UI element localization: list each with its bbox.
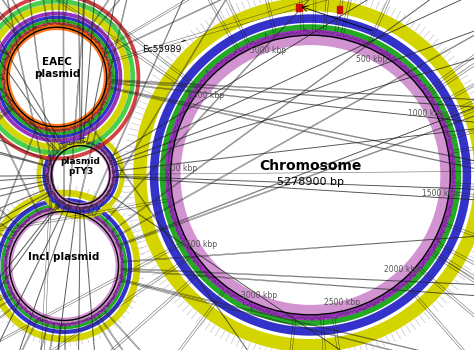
Text: 5000 kbp: 5000 kbp xyxy=(250,46,286,55)
Polygon shape xyxy=(1,203,127,329)
Polygon shape xyxy=(2,22,112,132)
Polygon shape xyxy=(160,24,461,326)
Polygon shape xyxy=(0,16,118,138)
Polygon shape xyxy=(49,143,112,207)
Text: Ec55989: Ec55989 xyxy=(142,40,185,55)
Polygon shape xyxy=(165,29,456,321)
Polygon shape xyxy=(0,12,122,142)
Text: EAEC
plasmid: EAEC plasmid xyxy=(34,57,80,79)
Text: plasmid
pTY3: plasmid pTY3 xyxy=(61,156,100,176)
Polygon shape xyxy=(43,137,118,213)
Polygon shape xyxy=(0,4,130,150)
Polygon shape xyxy=(170,35,451,315)
Polygon shape xyxy=(0,0,135,155)
Text: 1000 kbp: 1000 kbp xyxy=(409,109,445,118)
Polygon shape xyxy=(46,140,115,210)
Text: 2000 kbp: 2000 kbp xyxy=(383,265,419,274)
Polygon shape xyxy=(0,0,140,160)
Polygon shape xyxy=(150,14,471,336)
Polygon shape xyxy=(0,19,115,135)
Polygon shape xyxy=(7,209,121,323)
Polygon shape xyxy=(4,206,124,326)
Text: 3500 kbp: 3500 kbp xyxy=(181,240,217,249)
Text: 500 kbp: 500 kbp xyxy=(356,55,388,64)
Polygon shape xyxy=(4,25,109,130)
Text: 3000 kbp: 3000 kbp xyxy=(241,291,277,300)
Polygon shape xyxy=(0,198,132,334)
Text: Chromosome: Chromosome xyxy=(259,159,362,173)
Text: 2500 kbp: 2500 kbp xyxy=(324,298,360,307)
Bar xyxy=(296,4,301,11)
Text: 4000 kbp: 4000 kbp xyxy=(161,164,197,173)
Polygon shape xyxy=(36,131,125,219)
Text: 1500 kbp: 1500 kbp xyxy=(422,189,458,198)
Text: 4500 kbp: 4500 kbp xyxy=(188,91,224,100)
Bar xyxy=(337,6,342,13)
Polygon shape xyxy=(0,190,140,342)
Text: 5278900 bp: 5278900 bp xyxy=(277,177,344,187)
Text: VT2 phage: VT2 phage xyxy=(0,349,1,350)
Polygon shape xyxy=(133,0,474,350)
Text: IncI plasmid: IncI plasmid xyxy=(28,252,100,262)
